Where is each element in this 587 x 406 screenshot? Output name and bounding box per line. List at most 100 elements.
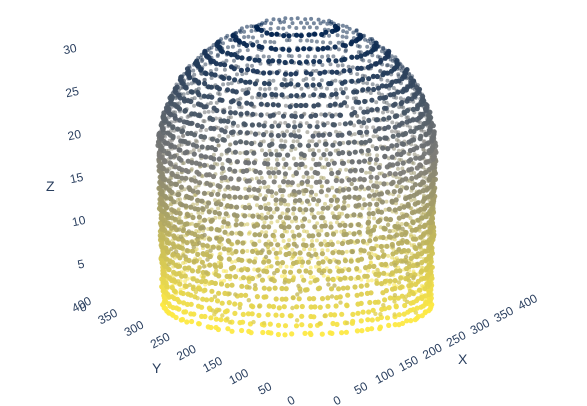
data-point bbox=[314, 68, 319, 73]
data-point bbox=[405, 115, 410, 120]
data-point bbox=[189, 111, 195, 117]
data-point bbox=[400, 65, 405, 70]
data-point bbox=[279, 92, 285, 98]
data-point bbox=[292, 133, 298, 139]
data-point bbox=[419, 215, 425, 221]
data-point bbox=[258, 192, 263, 197]
data-point bbox=[276, 169, 282, 175]
data-point bbox=[357, 212, 363, 218]
data-point bbox=[264, 18, 269, 23]
data-point bbox=[216, 52, 220, 57]
data-point bbox=[340, 211, 344, 216]
data-point bbox=[314, 264, 318, 269]
data-point bbox=[283, 286, 289, 292]
data-point bbox=[243, 90, 249, 96]
data-point bbox=[256, 91, 262, 97]
data-point bbox=[292, 215, 299, 221]
data-point bbox=[187, 282, 192, 288]
data-point bbox=[215, 199, 221, 205]
data-point bbox=[226, 193, 232, 199]
data-point bbox=[237, 305, 242, 311]
data-point bbox=[335, 220, 339, 225]
data-point bbox=[294, 318, 300, 323]
data-point bbox=[219, 74, 225, 80]
data-point bbox=[267, 321, 273, 327]
data-point bbox=[191, 244, 196, 250]
data-point bbox=[334, 259, 339, 264]
data-point bbox=[418, 234, 424, 240]
data-point bbox=[410, 263, 416, 269]
data-point bbox=[226, 45, 230, 50]
data-point bbox=[279, 312, 285, 318]
data-point bbox=[296, 189, 302, 195]
data-point bbox=[344, 167, 349, 172]
data-point bbox=[325, 21, 330, 26]
data-point bbox=[285, 129, 289, 134]
data-point bbox=[261, 196, 268, 202]
data-point bbox=[361, 116, 366, 121]
data-point bbox=[296, 268, 302, 274]
data-point bbox=[281, 157, 286, 162]
data-point bbox=[356, 222, 362, 228]
data-point bbox=[208, 191, 214, 197]
data-point bbox=[183, 254, 188, 259]
data-point bbox=[238, 221, 244, 227]
data-point bbox=[405, 299, 410, 304]
data-point bbox=[362, 139, 369, 145]
data-point bbox=[189, 268, 196, 274]
data-point bbox=[375, 209, 381, 215]
data-point bbox=[189, 318, 195, 325]
data-point bbox=[176, 155, 182, 162]
data-point bbox=[358, 318, 364, 324]
data-point bbox=[251, 150, 257, 156]
data-point bbox=[190, 276, 196, 282]
data-point bbox=[309, 16, 314, 21]
data-point bbox=[334, 129, 338, 134]
data-point bbox=[261, 54, 266, 59]
data-point bbox=[181, 125, 186, 129]
data-point bbox=[286, 33, 292, 39]
data-point bbox=[374, 175, 380, 181]
data-point bbox=[319, 223, 325, 229]
data-point bbox=[266, 170, 272, 176]
data-point bbox=[327, 330, 333, 336]
data-point bbox=[239, 26, 244, 31]
data-point bbox=[275, 256, 280, 261]
data-point bbox=[365, 317, 371, 323]
data-point bbox=[325, 248, 330, 253]
data-point bbox=[290, 260, 297, 266]
data-point bbox=[417, 287, 423, 293]
data-point bbox=[405, 203, 411, 209]
data-point bbox=[237, 301, 243, 307]
data-point bbox=[322, 112, 328, 118]
data-point bbox=[212, 209, 218, 215]
data-point bbox=[201, 252, 207, 258]
data-point bbox=[263, 87, 267, 92]
data-point bbox=[355, 196, 360, 202]
data-point bbox=[306, 32, 312, 38]
data-point bbox=[283, 202, 288, 207]
data-point bbox=[384, 315, 391, 321]
data-point bbox=[214, 236, 219, 241]
data-point bbox=[285, 229, 289, 234]
data-point bbox=[258, 101, 264, 107]
y-tick-label: 100 bbox=[227, 365, 252, 387]
data-point bbox=[264, 30, 270, 36]
data-point bbox=[289, 78, 294, 82]
data-point bbox=[239, 283, 245, 289]
data-point bbox=[310, 239, 314, 243]
data-point bbox=[200, 174, 205, 179]
data-point bbox=[230, 88, 236, 94]
data-point bbox=[307, 139, 312, 144]
data-point bbox=[364, 170, 369, 175]
data-point bbox=[308, 275, 313, 280]
data-point bbox=[360, 238, 366, 244]
data-point bbox=[403, 185, 410, 191]
data-point bbox=[344, 24, 349, 29]
x-tick-label: 300 bbox=[468, 316, 493, 338]
data-point bbox=[187, 64, 192, 68]
data-point bbox=[324, 231, 330, 238]
data-point bbox=[257, 170, 263, 176]
z-tick-label: 0 bbox=[78, 299, 88, 314]
